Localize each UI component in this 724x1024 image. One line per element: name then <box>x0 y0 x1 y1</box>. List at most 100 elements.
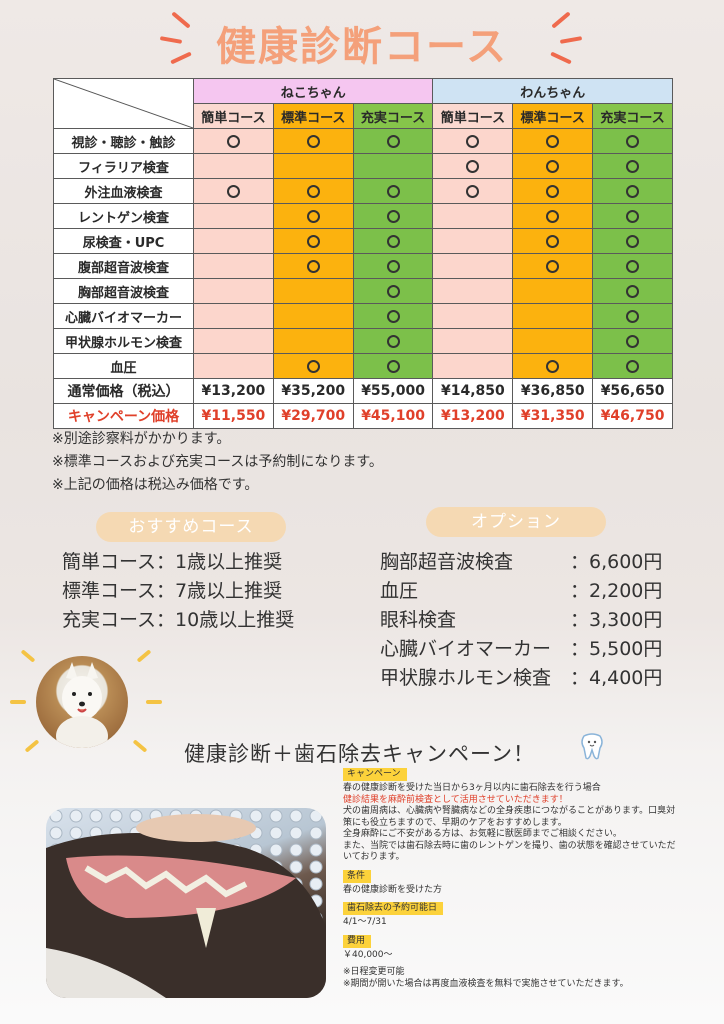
table-row: 甲状腺ホルモン検査 <box>53 328 673 354</box>
course-cell <box>432 353 514 379</box>
included-circle-icon <box>386 234 400 248</box>
footnote: ※日程変更可能 <box>343 967 405 977</box>
notes: ※別途診察料がかかります。 ※標準コースおよび充実コースは予約制になります。 ※… <box>52 428 383 497</box>
campaign-price: ¥29,700 <box>272 403 354 429</box>
decor-ray <box>24 739 40 753</box>
course-cell <box>352 178 434 204</box>
page-title: 健康診断コース <box>216 24 508 70</box>
regular-price-row: 通常価格（税込） ¥13,200 ¥35,200 ¥55,000 ¥14,850… <box>53 378 673 404</box>
note-line: ※上記の価格は税込み価格です。 <box>52 477 259 493</box>
option-price: ：4,400円 <box>570 667 663 689</box>
recommend-item: 充実コース：10歳以上推奨 <box>62 609 295 631</box>
option-item: 眼科検査 ：3,300円 <box>380 606 680 635</box>
decor-ray <box>136 649 152 663</box>
included-circle-icon <box>306 184 320 198</box>
included-circle-icon <box>626 134 640 148</box>
course-cell <box>432 178 514 204</box>
course-header: 標準コース <box>272 103 354 129</box>
option-item: 甲状腺ホルモン検査 ：4,400円 <box>380 664 680 693</box>
course-cell <box>432 328 514 354</box>
option-item: 胸部超音波検査 ：6,600円 <box>380 548 680 577</box>
included-circle-icon <box>546 359 560 373</box>
course-cell <box>592 178 673 204</box>
option-name: 眼科検査 <box>380 609 457 631</box>
option-name: 胸部超音波検査 <box>380 551 514 573</box>
included-circle-icon <box>626 184 640 198</box>
campaign-tag: キャンペーン <box>343 768 407 781</box>
included-circle-icon <box>626 334 640 348</box>
course-cell <box>512 328 594 354</box>
included-circle-icon <box>546 184 560 198</box>
course-cell <box>352 253 434 279</box>
regular-price: ¥13,200 <box>193 378 274 404</box>
included-circle-icon <box>546 259 560 273</box>
course-cell <box>432 203 514 229</box>
course-cell <box>432 228 514 254</box>
course-cell <box>272 178 354 204</box>
note-line: ※別途診察料がかかります。 <box>52 431 231 447</box>
group-header-cat: ねこちゃん <box>192 78 434 104</box>
group-header-dog: わんちゃん <box>432 78 673 104</box>
course-cell <box>193 253 274 279</box>
included-circle-icon <box>306 259 320 273</box>
table-row: 尿検査・UPC <box>53 228 673 254</box>
regular-price-label: 通常価格（税込） <box>53 378 194 404</box>
option-price: ：6,600円 <box>570 551 663 573</box>
course-cell <box>193 128 274 154</box>
row-label: 甲状腺ホルモン検査 <box>53 328 194 354</box>
included-circle-icon <box>626 159 640 173</box>
included-circle-icon <box>626 259 640 273</box>
course-cell <box>432 303 514 329</box>
options-heading: オプション <box>426 507 606 537</box>
course-cell <box>592 353 673 379</box>
included-circle-icon <box>626 234 640 248</box>
table-row: 外注血液検査 <box>53 178 673 204</box>
course-cell <box>512 228 594 254</box>
options-list: 胸部超音波検査 ：6,600円 血圧 ：2,200円 眼科検査 ：3,300円 心臓バ… <box>380 548 680 693</box>
course-cell <box>272 253 354 279</box>
table-row: 心臓バイオマーカー <box>53 303 673 329</box>
included-circle-icon <box>546 159 560 173</box>
course-cell <box>193 303 274 329</box>
cost-text: ￥40,000〜 <box>343 949 393 960</box>
included-circle-icon <box>546 209 560 223</box>
included-circle-icon <box>226 184 240 198</box>
campaign-price: ¥31,350 <box>512 403 594 429</box>
dates-tag: 歯石除去の予約可能日 <box>343 902 444 915</box>
course-cell <box>272 228 354 254</box>
campaign-title: 健康診断＋歯石除去キャンペーン！ <box>184 742 535 766</box>
course-cell <box>272 328 354 354</box>
campaign-price: ¥45,100 <box>352 403 434 429</box>
table-row: 視診・聴診・触診 <box>53 128 673 154</box>
course-cell <box>272 128 354 154</box>
course-cell <box>512 353 594 379</box>
condition-text: 春の健康診断を受けた方 <box>343 884 443 895</box>
course-cell <box>352 303 434 329</box>
recommend-heading: おすすめコース <box>96 512 286 542</box>
course-cell <box>512 203 594 229</box>
regular-price: ¥14,850 <box>432 378 514 404</box>
cost-tag: 費用 <box>343 934 372 948</box>
course-cell <box>512 253 594 279</box>
course-cell <box>272 203 354 229</box>
option-price: ：5,500円 <box>570 638 663 660</box>
course-cell <box>592 278 673 304</box>
course-cell <box>193 278 274 304</box>
option-name: 心臓バイオマーカー <box>380 638 552 660</box>
course-table: ねこちゃん わんちゃん 簡単コース 標準コース 充実コース 簡単コース 標準コー… <box>53 78 673 429</box>
course-cell <box>432 278 514 304</box>
row-label: 尿検査・UPC <box>53 228 194 254</box>
campaign-price: ¥46,750 <box>592 403 673 429</box>
campaign-text: また、当院では歯石除去時に歯のレントゲンを撮り、歯の状態を確認させていただいてお… <box>343 840 676 863</box>
course-cell <box>272 303 354 329</box>
included-circle-icon <box>626 209 640 223</box>
course-cell <box>193 153 274 179</box>
table-row: 腹部超音波検査 <box>53 253 673 279</box>
included-circle-icon <box>386 134 400 148</box>
table-row: 血圧 <box>53 353 673 379</box>
recommend-item: 標準コース：7歳以上推奨 <box>62 580 283 602</box>
campaign-price-row: キャンペーン価格 ¥11,550 ¥29,700 ¥45,100 ¥13,200… <box>53 403 673 429</box>
option-name: 血圧 <box>380 580 419 602</box>
course-cell <box>512 303 594 329</box>
campaign-details: キャンペーン 春の健康診断を受けた当日から3ヶ月以内に歯石除去を行う場合 健診結… <box>343 768 683 996</box>
